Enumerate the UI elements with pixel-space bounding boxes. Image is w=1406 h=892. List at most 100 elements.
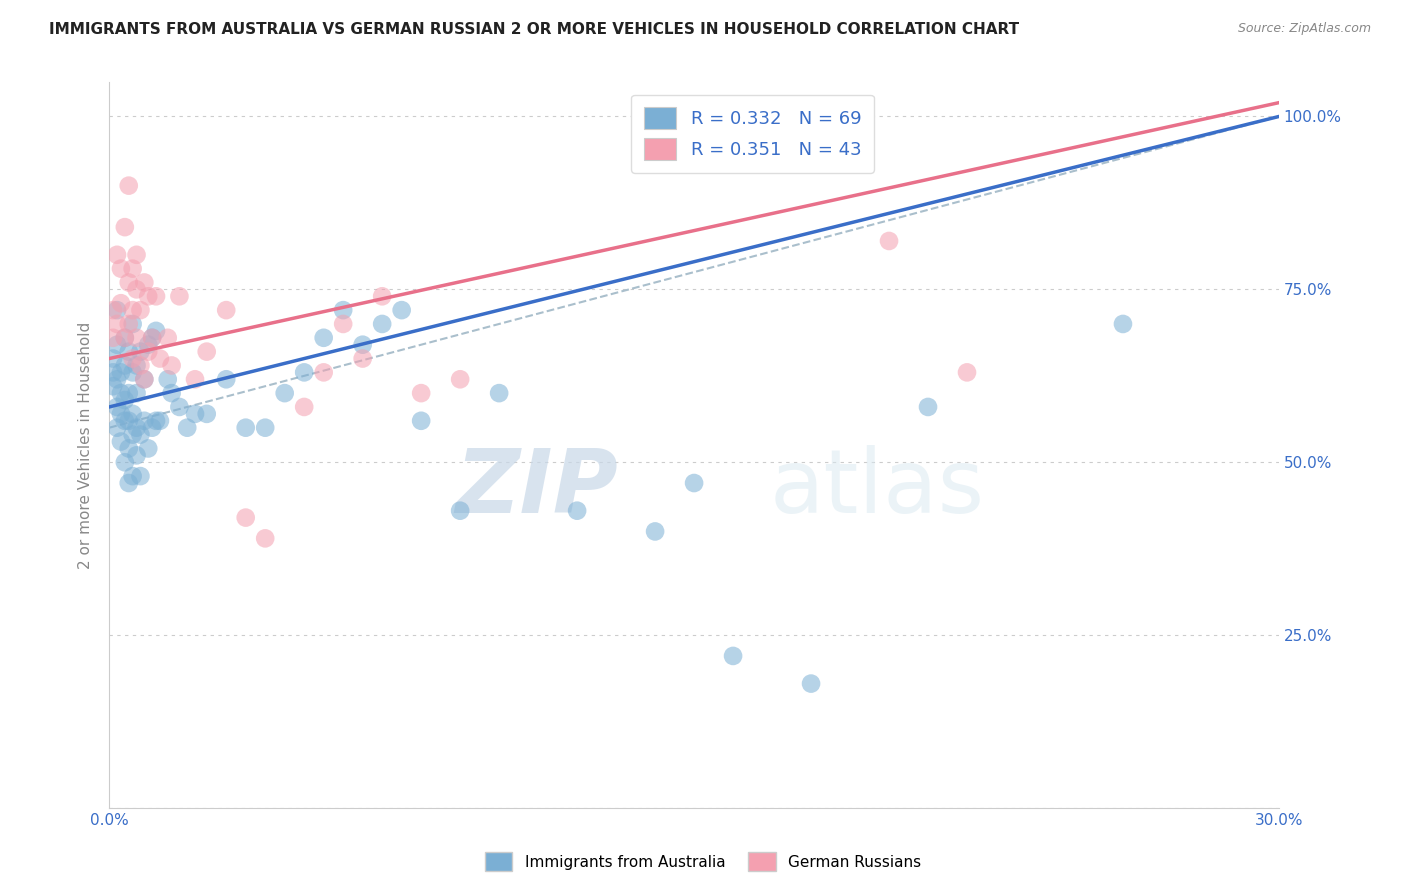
Text: IMMIGRANTS FROM AUSTRALIA VS GERMAN RUSSIAN 2 OR MORE VEHICLES IN HOUSEHOLD CORR: IMMIGRANTS FROM AUSTRALIA VS GERMAN RUSS… xyxy=(49,22,1019,37)
Point xyxy=(118,344,141,359)
Point xyxy=(215,372,238,386)
Point xyxy=(118,414,141,428)
Point xyxy=(1112,317,1135,331)
Point xyxy=(118,317,141,331)
Point xyxy=(149,414,172,428)
Point xyxy=(114,331,136,345)
Point xyxy=(110,261,132,276)
Point xyxy=(101,365,124,379)
Point xyxy=(125,331,148,345)
Point xyxy=(254,532,277,546)
Point xyxy=(105,337,128,351)
Point xyxy=(121,407,143,421)
Point xyxy=(184,407,207,421)
Point xyxy=(917,400,939,414)
Point xyxy=(105,248,128,262)
Text: ZIP: ZIP xyxy=(456,445,619,532)
Point xyxy=(118,178,141,193)
Point xyxy=(141,331,163,345)
Point xyxy=(118,442,141,456)
Point xyxy=(110,407,132,421)
Point xyxy=(877,234,900,248)
Point xyxy=(169,289,191,303)
Point xyxy=(136,442,159,456)
Point xyxy=(114,455,136,469)
Point xyxy=(235,510,257,524)
Point xyxy=(215,303,238,318)
Point xyxy=(134,414,156,428)
Point xyxy=(169,400,191,414)
Point xyxy=(352,351,374,366)
Point xyxy=(136,289,159,303)
Point xyxy=(121,303,143,318)
Point xyxy=(105,303,128,318)
Point xyxy=(332,317,354,331)
Point xyxy=(411,386,433,401)
Point xyxy=(391,303,413,318)
Point xyxy=(136,337,159,351)
Point xyxy=(118,386,141,401)
Point xyxy=(129,427,152,442)
Point xyxy=(101,331,124,345)
Point xyxy=(121,351,143,366)
Point xyxy=(118,476,141,491)
Point xyxy=(121,317,143,331)
Point xyxy=(332,303,354,318)
Legend: R = 0.332   N = 69, R = 0.351   N = 43: R = 0.332 N = 69, R = 0.351 N = 43 xyxy=(631,95,875,173)
Point xyxy=(129,359,152,373)
Point xyxy=(195,344,218,359)
Point xyxy=(121,261,143,276)
Point xyxy=(125,448,148,462)
Point xyxy=(273,386,295,401)
Point xyxy=(114,331,136,345)
Point xyxy=(176,420,198,434)
Point xyxy=(110,434,132,449)
Point xyxy=(145,324,167,338)
Point xyxy=(254,420,277,434)
Point xyxy=(565,504,588,518)
Point xyxy=(136,344,159,359)
Point xyxy=(292,400,315,414)
Point xyxy=(121,365,143,379)
Point xyxy=(125,282,148,296)
Point xyxy=(449,372,471,386)
Point xyxy=(114,414,136,428)
Point xyxy=(141,420,163,434)
Point xyxy=(114,392,136,407)
Point xyxy=(956,365,979,379)
Point xyxy=(129,469,152,483)
Point xyxy=(134,372,156,386)
Point xyxy=(110,296,132,310)
Point xyxy=(449,504,471,518)
Text: Source: ZipAtlas.com: Source: ZipAtlas.com xyxy=(1237,22,1371,36)
Point xyxy=(105,317,128,331)
Point xyxy=(101,379,124,393)
Point xyxy=(105,420,128,434)
Point xyxy=(312,331,335,345)
Point xyxy=(352,337,374,351)
Point xyxy=(105,400,128,414)
Point xyxy=(134,276,156,290)
Point xyxy=(121,469,143,483)
Point xyxy=(114,359,136,373)
Point xyxy=(149,351,172,366)
Point xyxy=(195,407,218,421)
Point xyxy=(101,351,124,366)
Point xyxy=(235,420,257,434)
Point xyxy=(312,365,335,379)
Point xyxy=(371,317,394,331)
Point xyxy=(110,365,132,379)
Point xyxy=(118,276,141,290)
Point xyxy=(125,248,148,262)
Point xyxy=(371,289,394,303)
Point xyxy=(160,386,183,401)
Point xyxy=(125,420,148,434)
Point xyxy=(114,220,136,235)
Point xyxy=(721,648,744,663)
Point xyxy=(160,359,183,373)
Text: atlas: atlas xyxy=(770,445,986,532)
Point xyxy=(644,524,666,539)
Legend: Immigrants from Australia, German Russians: Immigrants from Australia, German Russia… xyxy=(479,847,927,877)
Point xyxy=(129,303,152,318)
Point xyxy=(145,289,167,303)
